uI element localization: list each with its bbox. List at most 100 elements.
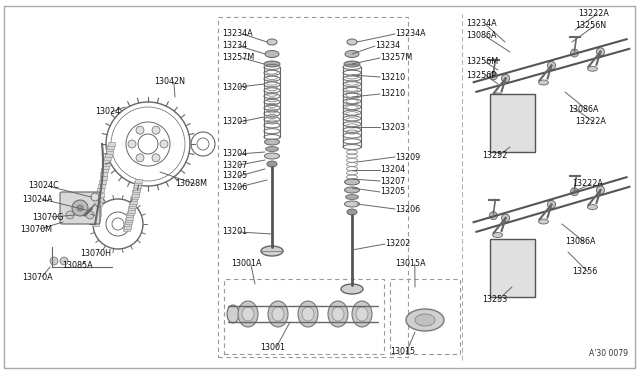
Bar xyxy=(218,17,408,357)
Text: 13205: 13205 xyxy=(380,187,405,196)
Ellipse shape xyxy=(344,179,360,185)
Bar xyxy=(131,195,138,199)
Text: 13024A: 13024A xyxy=(22,195,52,203)
Circle shape xyxy=(50,257,58,265)
Bar xyxy=(94,207,101,211)
Bar xyxy=(127,211,134,215)
Text: 13070H: 13070H xyxy=(80,250,111,259)
Text: 13024C: 13024C xyxy=(28,182,59,190)
Text: 13070M: 13070M xyxy=(20,224,52,234)
Ellipse shape xyxy=(341,284,363,294)
Bar xyxy=(490,239,535,297)
Text: 13256N: 13256N xyxy=(575,22,606,31)
Bar xyxy=(127,209,134,213)
Bar xyxy=(93,212,100,216)
Circle shape xyxy=(570,49,579,57)
Text: 13206: 13206 xyxy=(395,205,420,214)
Text: 13015: 13015 xyxy=(390,347,415,356)
Ellipse shape xyxy=(242,307,254,321)
Text: 13234A: 13234A xyxy=(222,29,253,38)
Bar xyxy=(132,188,140,192)
Text: 13207: 13207 xyxy=(380,176,405,186)
Bar xyxy=(224,279,384,354)
Ellipse shape xyxy=(264,153,280,159)
Text: 13210: 13210 xyxy=(380,73,405,81)
Bar xyxy=(104,158,111,163)
Ellipse shape xyxy=(538,219,548,224)
Bar xyxy=(108,142,115,146)
Text: 13086A: 13086A xyxy=(568,106,598,115)
Ellipse shape xyxy=(227,305,239,323)
Circle shape xyxy=(152,154,160,162)
Text: 13222A: 13222A xyxy=(572,180,603,189)
Bar xyxy=(108,145,114,149)
Text: 13209: 13209 xyxy=(222,83,247,92)
Ellipse shape xyxy=(332,307,344,321)
Ellipse shape xyxy=(272,307,284,321)
Bar xyxy=(97,188,104,192)
Ellipse shape xyxy=(347,209,357,215)
Text: 13203: 13203 xyxy=(380,122,405,131)
Bar xyxy=(133,186,140,190)
Text: 13204: 13204 xyxy=(380,166,405,174)
Text: 13001A: 13001A xyxy=(231,260,262,269)
Bar xyxy=(95,202,102,206)
Text: 13210: 13210 xyxy=(380,90,405,99)
Ellipse shape xyxy=(588,205,598,209)
Text: 13028M: 13028M xyxy=(175,180,207,189)
Bar xyxy=(130,199,137,203)
Ellipse shape xyxy=(415,314,435,326)
Circle shape xyxy=(570,188,579,196)
Ellipse shape xyxy=(347,39,357,45)
Circle shape xyxy=(77,205,83,211)
Circle shape xyxy=(547,201,556,208)
Text: 13253: 13253 xyxy=(482,295,508,305)
Bar xyxy=(128,206,135,211)
Circle shape xyxy=(72,200,88,216)
Text: 13234: 13234 xyxy=(222,42,247,51)
Ellipse shape xyxy=(267,39,277,45)
Text: 13024: 13024 xyxy=(95,108,120,116)
Bar xyxy=(134,181,141,185)
Text: 13222A: 13222A xyxy=(575,118,606,126)
Bar xyxy=(125,220,132,224)
Bar xyxy=(106,150,113,154)
Text: 13202: 13202 xyxy=(385,240,410,248)
Text: 13257M: 13257M xyxy=(380,54,412,62)
Text: 13070A: 13070A xyxy=(22,273,52,282)
Bar xyxy=(134,183,141,187)
Ellipse shape xyxy=(238,301,258,327)
Ellipse shape xyxy=(493,232,502,237)
Text: 13207: 13207 xyxy=(222,160,247,170)
Bar xyxy=(124,225,131,229)
Text: 13205: 13205 xyxy=(222,171,247,180)
Ellipse shape xyxy=(261,246,283,256)
Circle shape xyxy=(160,140,168,148)
Bar xyxy=(126,215,133,219)
Bar xyxy=(123,227,130,231)
Text: 13257M: 13257M xyxy=(222,54,254,62)
Circle shape xyxy=(596,48,604,56)
Bar xyxy=(490,94,535,152)
Text: 13234A: 13234A xyxy=(466,19,497,29)
Ellipse shape xyxy=(266,147,278,151)
Bar xyxy=(102,162,109,166)
Bar xyxy=(390,279,460,354)
Text: 13234A: 13234A xyxy=(395,29,426,38)
Bar xyxy=(100,176,107,180)
Ellipse shape xyxy=(265,51,279,58)
Bar xyxy=(102,165,109,169)
Text: 13206: 13206 xyxy=(222,183,247,192)
Bar xyxy=(93,217,100,221)
Text: 13209: 13209 xyxy=(395,153,420,161)
Ellipse shape xyxy=(538,80,548,85)
Text: 13204: 13204 xyxy=(222,150,247,158)
Ellipse shape xyxy=(344,61,360,67)
Ellipse shape xyxy=(328,301,348,327)
Text: 13070G: 13070G xyxy=(32,212,63,221)
Circle shape xyxy=(91,193,99,201)
Circle shape xyxy=(136,126,144,134)
Text: 13001: 13001 xyxy=(260,343,285,352)
Text: 13203: 13203 xyxy=(222,118,247,126)
Bar xyxy=(104,155,111,160)
